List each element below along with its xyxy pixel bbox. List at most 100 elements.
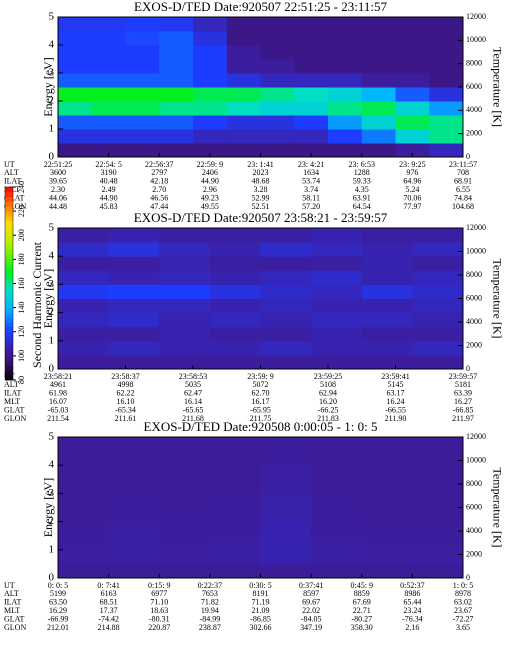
heat-cell [159,354,211,370]
info-value: -80.31 [149,614,170,623]
heat-cell [260,59,295,74]
heat-cell [91,101,126,116]
heat-cell [125,87,160,102]
heat-cell [193,129,228,144]
heat-cell [361,521,413,537]
info-value: 2.16 [405,623,419,632]
info-value: 0:22:37 [198,581,222,590]
colorbar-tick-label: 200 [17,229,26,241]
heat-cell [260,549,312,565]
colorbar-block [5,269,13,275]
info-value: 347.19 [300,623,322,632]
heat-cell [328,31,363,46]
info-label: ALT [4,380,19,389]
info-value: 22:56:37 [145,160,173,169]
heat-cell [328,59,363,74]
colorbar-block [5,293,13,299]
info-value: 63.17 [387,389,405,398]
y-tick-label: 4 [49,250,55,262]
y2-tick-label: 4000 [466,105,482,114]
info-value: 44.90 [201,177,219,186]
y-tick-label: 1 [49,543,55,555]
heat-cell [311,242,363,257]
info-value: 1634 [303,168,319,177]
info-value: 62.22 [117,389,135,398]
heat-cell [125,59,160,74]
y2-tick-label: 0 [466,573,470,582]
info-label: GLON [4,414,26,423]
heat-cell [311,437,363,452]
heat-cell [58,242,110,257]
info-value: 52.99 [252,193,270,202]
info-value: 3190 [101,168,117,177]
heat-cell [361,129,396,144]
info-value: 74.84 [454,193,472,202]
info-value: -66.99 [48,614,69,623]
y-tick-label: 3 [49,67,55,79]
heat-cell [209,312,261,328]
heat-cell [361,437,413,452]
heat-cell [226,87,261,102]
heat-cell [412,298,464,314]
info-value: 0: 0: 5 [48,581,68,590]
heat-cell [108,479,160,494]
info-value: 211.75 [250,414,272,423]
y-tick-label: 4 [49,39,55,51]
colorbar-block [5,307,13,313]
info-value: 211.54 [47,414,69,423]
heat-cell [108,242,160,257]
heat-cell [108,326,160,342]
info-value: 7653 [202,589,218,598]
heat-cell [108,521,160,537]
y2-axis-label: Temperature [K] [490,467,504,547]
heat-cell [91,59,126,74]
info-label: GLON [4,202,26,211]
info-value: 358.30 [351,623,373,632]
info-value: 0: 7:41 [97,581,119,590]
info-value: 211.61 [115,414,137,423]
heat-cell [159,101,194,116]
colorbar-block [5,375,13,381]
info-value: 70.06 [403,193,421,202]
heat-cell [260,115,295,130]
y-tick-label: 1 [49,334,55,346]
heat-cell [311,507,363,523]
colorbar-block [5,273,13,280]
heat-cell [412,284,464,299]
heat-cell [429,129,464,144]
colorbar-block [5,297,13,304]
info-value: 16.27 [454,397,472,406]
heat-cell [412,507,464,523]
heat-cell [91,73,126,88]
info-label: MLT [4,397,20,406]
heat-cell [159,549,211,565]
colorbar-block [5,220,13,226]
heat-cell [328,73,363,88]
heat-cell [361,242,413,257]
y-tick-label: 1 [49,123,55,135]
heat-cell [209,549,261,565]
heat-cell [260,437,312,452]
heat-cell [361,17,396,32]
heat-cell [361,493,413,508]
info-value: -66.25 [318,405,339,414]
info-value: 708 [457,168,469,177]
heat-cell [159,326,211,342]
info-value: 0:52:37 [400,581,424,590]
heat-cell [159,115,194,130]
heat-cell [125,129,160,144]
heat-cell [429,73,464,88]
y-tick-label: 2 [49,515,55,527]
heat-cell [58,73,93,88]
info-value: 2.96 [203,185,217,194]
info-value: 23.67 [454,606,472,615]
heat-cell [294,73,329,88]
panel-title: EXOS-D/TED Date:920507 23:58:21 - 23:59:… [134,210,388,225]
heat-cell [193,73,228,88]
heat-cell [159,270,211,285]
heat-cell [159,284,211,299]
info-value: 23.24 [403,606,421,615]
info-value: 23: 4:21 [298,160,324,169]
heat-cell [412,521,464,537]
heat-cell [58,59,93,74]
